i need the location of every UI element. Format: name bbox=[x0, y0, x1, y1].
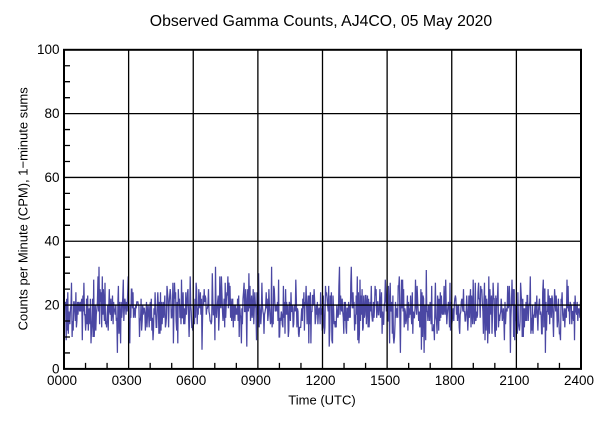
svg-text:80: 80 bbox=[44, 106, 59, 121]
svg-text:60: 60 bbox=[44, 170, 59, 185]
svg-text:2400: 2400 bbox=[564, 373, 594, 388]
svg-text:20: 20 bbox=[44, 298, 59, 313]
svg-text:2100: 2100 bbox=[499, 373, 529, 388]
svg-text:0900: 0900 bbox=[241, 373, 271, 388]
svg-text:0300: 0300 bbox=[112, 373, 142, 388]
svg-text:1800: 1800 bbox=[435, 373, 465, 388]
svg-text:0000: 0000 bbox=[47, 373, 77, 388]
svg-text:1500: 1500 bbox=[370, 373, 400, 388]
svg-text:Time (UTC): Time (UTC) bbox=[288, 393, 355, 408]
svg-text:100: 100 bbox=[37, 42, 60, 57]
svg-text:0600: 0600 bbox=[176, 373, 206, 388]
svg-text:40: 40 bbox=[44, 234, 59, 249]
svg-text:0: 0 bbox=[52, 361, 60, 376]
svg-text:Observed Gamma Counts, AJ4CO,: Observed Gamma Counts, AJ4CO, 05 May 202… bbox=[150, 13, 493, 30]
svg-text:Counts per Minute (CPM), 1−min: Counts per Minute (CPM), 1−minute sums bbox=[16, 87, 31, 331]
svg-text:1200: 1200 bbox=[305, 373, 335, 388]
